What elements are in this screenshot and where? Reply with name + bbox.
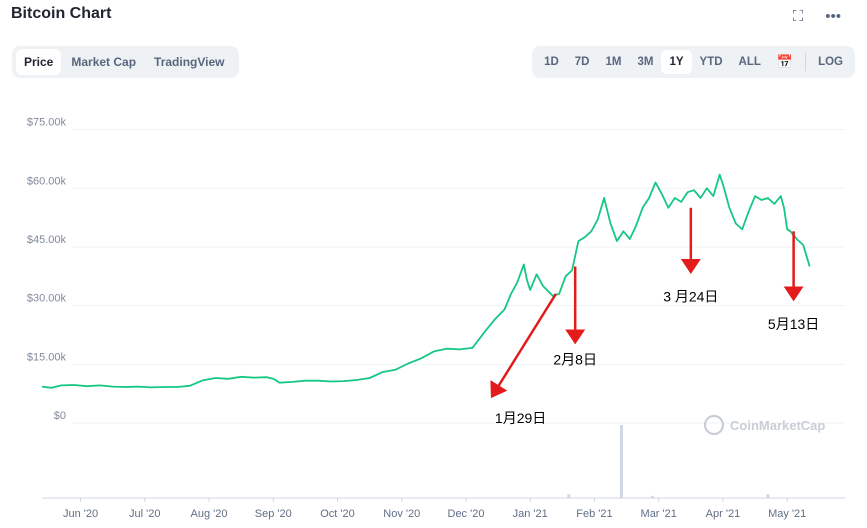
log-scale-button[interactable]: LOG	[818, 56, 843, 68]
watermark: CoinMarketCap	[703, 414, 825, 436]
y-tick-label: $30.00k	[27, 293, 67, 305]
volume-bar	[619, 425, 623, 498]
range-7d[interactable]: 7D	[574, 56, 590, 68]
x-tick-label: Jul '20	[129, 508, 160, 520]
y-tick-label: $75.00k	[27, 117, 67, 129]
annotation-label: 3 月24日	[663, 289, 718, 305]
annotation: 2月8日	[553, 266, 597, 367]
range-ytd[interactable]: YTD	[699, 56, 723, 68]
calendar-icon[interactable]: 📅	[776, 54, 794, 69]
x-tick-label: Jan '21	[513, 508, 548, 520]
annotation: 5月13日	[768, 231, 819, 332]
y-tick-label: $45.00k	[27, 234, 67, 246]
annotation-label: 1月29日	[495, 410, 546, 426]
tab-market-cap[interactable]: Market Cap	[71, 55, 137, 69]
range-1d[interactable]: 1D	[544, 56, 559, 68]
volume-bar	[766, 494, 770, 498]
volume-bar	[650, 495, 654, 498]
tab-tradingview[interactable]: TradingView	[154, 55, 225, 69]
annotation-arrow	[490, 293, 557, 399]
range-all[interactable]: ALL	[738, 56, 761, 68]
x-tick-label: Dec '20	[448, 508, 485, 520]
tab-price[interactable]: Price	[16, 49, 62, 75]
expand-icon[interactable]: ⛶	[792, 8, 804, 25]
range-1y[interactable]: 1Y	[661, 50, 692, 74]
x-tick-label: Nov '20	[383, 508, 420, 520]
x-tick-label: Sep '20	[255, 508, 292, 520]
annotation: 1月29日	[490, 293, 557, 426]
x-tick-label: Aug '20	[191, 508, 228, 520]
range-divider	[805, 53, 807, 71]
annotation-label: 5月13日	[768, 316, 819, 332]
x-tick-label: Feb '21	[576, 508, 612, 520]
x-tick-label: Apr '21	[706, 508, 741, 520]
range-3m[interactable]: 3M	[637, 56, 654, 68]
annotation-label: 2月8日	[553, 351, 597, 367]
x-tick-label: Jun '20	[63, 508, 98, 520]
y-tick-label: $15.00k	[27, 351, 67, 363]
x-tick-label: May '21	[768, 508, 806, 520]
time-range-selector: 1D 7D 1M 3M 1Y YTD ALL 📅 LOG	[532, 46, 855, 78]
chart-type-tabs: Price Market Cap TradingView	[12, 46, 239, 78]
x-tick-label: Mar '21	[641, 508, 677, 520]
watermark-text: CoinMarketCap	[730, 418, 825, 433]
coinmarketcap-logo-icon	[703, 414, 725, 436]
header-actions: ⛶ •••	[793, 8, 841, 25]
more-horizontal-icon[interactable]: •••	[825, 8, 841, 25]
x-tick-label: Oct '20	[320, 508, 355, 520]
y-tick-label: $60.00k	[27, 175, 67, 187]
price-line	[41, 173, 811, 389]
volume-bar	[567, 494, 571, 498]
chart-title: Bitcoin Chart	[11, 5, 112, 22]
range-1m[interactable]: 1M	[605, 56, 622, 68]
y-tick-label: $0	[54, 410, 66, 422]
annotation: 3 月24日	[663, 207, 718, 305]
